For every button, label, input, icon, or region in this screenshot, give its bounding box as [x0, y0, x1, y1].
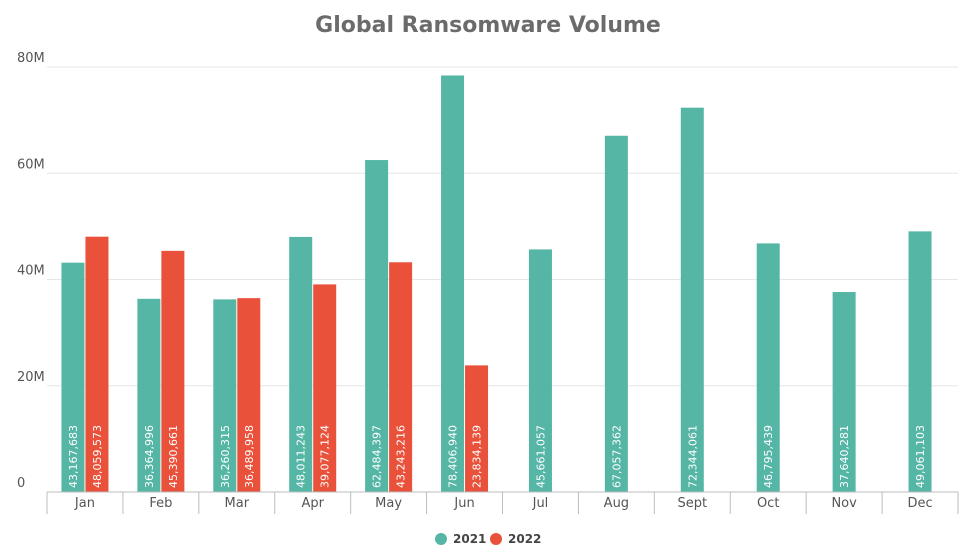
data-label: 48,059,573	[91, 425, 104, 488]
legend-label-2022: 2022	[508, 532, 541, 546]
data-label: 45,390,661	[167, 425, 180, 488]
x-tick-label: Nov	[831, 496, 857, 511]
bar-2022-may	[389, 262, 413, 492]
bar-2021-jul	[528, 249, 552, 492]
x-axis: Jan Feb Mar Apr May Jun Jul Aug Sept Oct Nov Dec	[46, 491, 959, 514]
x-tick-label: Jan	[74, 496, 95, 511]
data-label: 48,011,243	[295, 425, 308, 488]
x-tick-label: Apr	[301, 496, 324, 511]
y-tick-label: 80M	[17, 51, 45, 66]
data-label: 23,834,139	[471, 425, 484, 488]
data-label: 37,640,281	[838, 425, 851, 488]
bar-2022-apr	[313, 284, 337, 492]
data-label: 49,061,103	[914, 425, 927, 488]
bar-2022-feb	[161, 250, 185, 492]
y-tick-label: 20M	[17, 370, 45, 385]
y-axis: 0 20M 40M 60M 80M	[17, 51, 45, 491]
data-label: 46,795,439	[762, 425, 775, 488]
data-label: 45,661,057	[534, 425, 547, 488]
data-label: 72,344,061	[686, 425, 699, 488]
data-label: 43,243,216	[395, 425, 408, 488]
grid	[47, 66, 958, 387]
bar-2022-jan	[85, 236, 109, 492]
x-tick-label: Sept	[677, 496, 707, 511]
x-tick-label: Jul	[532, 496, 549, 511]
bar-2022-mar	[237, 298, 261, 492]
bar-2021-sept	[680, 107, 704, 492]
bar-2021-nov	[832, 292, 856, 492]
legend-label-2021: 2021	[453, 532, 486, 546]
bar-2021-aug	[604, 135, 628, 493]
bar-2021-feb	[137, 298, 161, 492]
y-tick-label: 60M	[17, 157, 45, 172]
data-label: 67,057,362	[610, 425, 623, 488]
y-tick-label: 0	[17, 476, 25, 491]
data-label: 36,489,958	[243, 425, 256, 488]
x-tick-label: Feb	[149, 496, 172, 511]
x-tick-label: Aug	[604, 496, 629, 511]
x-tick-label: May	[375, 496, 402, 511]
legend-marker-2021	[435, 533, 447, 545]
data-label: 62,484,397	[371, 425, 384, 488]
bar-2021-oct	[756, 243, 780, 492]
x-tick-label: Dec	[907, 496, 932, 511]
data-label: 43,167,683	[67, 425, 80, 488]
bar-2021-jun	[441, 75, 465, 492]
x-tick-label: Mar	[225, 496, 250, 511]
chart-title: Global Ransomware Volume	[315, 13, 661, 38]
x-tick-label: Jun	[453, 496, 474, 511]
bars	[61, 75, 932, 493]
bar-2021-jan	[61, 262, 85, 492]
bar-2021-apr	[289, 236, 313, 492]
y-tick-label: 40M	[17, 264, 45, 279]
data-labels: 43,167,683 48,059,573 36,364,996 45,390,661…	[67, 425, 927, 488]
bar-2022-jun	[465, 365, 489, 492]
data-label: 36,364,996	[143, 425, 156, 488]
bar-2021-mar	[213, 299, 237, 492]
x-tick-label: Oct	[757, 496, 779, 511]
legend-marker-2022	[490, 533, 502, 545]
legend: 2021 2022	[435, 532, 541, 546]
data-label: 78,406,940	[447, 425, 460, 488]
bar-2021-dec	[908, 231, 932, 492]
bar-2021-may	[365, 160, 389, 492]
data-label: 39,077,124	[319, 425, 332, 488]
data-label: 36,260,315	[219, 425, 232, 488]
